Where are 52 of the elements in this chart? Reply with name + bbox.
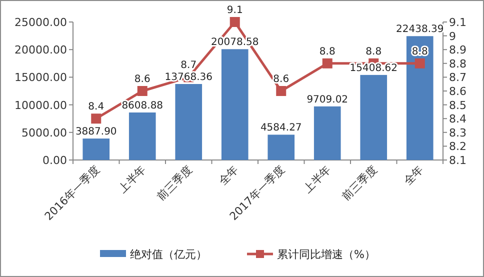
data-label: 22438.39 bbox=[396, 24, 444, 36]
bar bbox=[82, 138, 110, 160]
data-label: 15408.62 bbox=[350, 62, 398, 74]
bar bbox=[221, 49, 248, 160]
point bbox=[137, 86, 148, 96]
bar bbox=[128, 112, 156, 160]
point bbox=[91, 114, 102, 124]
x-tick-label: 全年 bbox=[216, 162, 241, 188]
data-label: 8.8 bbox=[366, 46, 382, 58]
x-tick-label: 前三季度 bbox=[339, 162, 380, 204]
data-label: 8608.88 bbox=[122, 100, 164, 112]
y2-tick-label: 8.6 bbox=[449, 85, 466, 98]
y2-tick-label: 8.2 bbox=[449, 140, 466, 154]
y-tick-label: 10000.00 bbox=[14, 98, 67, 112]
y-tick-label: 20000.00 bbox=[14, 44, 67, 57]
x-tick-label: 前三季度 bbox=[154, 162, 195, 204]
y2-tick-label: 8.4 bbox=[449, 112, 466, 126]
bar bbox=[360, 74, 388, 160]
bar bbox=[175, 84, 202, 160]
y2-tick-label: 9.1 bbox=[449, 16, 466, 29]
y2-tick-label: 8.5 bbox=[449, 98, 466, 112]
bar bbox=[314, 106, 341, 160]
bar bbox=[406, 36, 434, 160]
bar bbox=[268, 134, 295, 160]
y2-tick-label: 8.7 bbox=[449, 71, 466, 84]
x-tick-label: 上半年 bbox=[300, 162, 334, 196]
data-label: 9.1 bbox=[226, 5, 243, 16]
y-tick-label: 15000.00 bbox=[14, 71, 67, 84]
x-tick-label: 全年 bbox=[401, 162, 426, 188]
y2-tick-label: 9 bbox=[449, 30, 456, 43]
data-label: 4584.27 bbox=[260, 122, 302, 134]
point bbox=[230, 17, 240, 27]
data-label: 8.7 bbox=[180, 60, 197, 72]
data-label: 3887.90 bbox=[75, 126, 117, 138]
y-tick-label: 0.00 bbox=[42, 154, 67, 167]
data-label: 8.8 bbox=[319, 46, 336, 58]
data-label: 8.4 bbox=[88, 102, 104, 113]
y-tick-label: 25000.00 bbox=[14, 16, 67, 29]
point bbox=[414, 58, 425, 68]
y2-tick-label: 8.8 bbox=[449, 57, 466, 70]
y2-tick-label: 8.3 bbox=[449, 126, 466, 140]
point bbox=[276, 86, 286, 96]
data-label: 8.8 bbox=[412, 46, 428, 58]
data-label: 9709.02 bbox=[306, 94, 348, 106]
legend-label: 累计同比增速（%） bbox=[277, 248, 376, 261]
y2-tick-label: 8.9 bbox=[449, 44, 466, 57]
point bbox=[322, 58, 332, 68]
x-tick-label: 上半年 bbox=[116, 162, 148, 196]
y-tick-label: 5000.00 bbox=[22, 126, 67, 140]
data-label: 8.6 bbox=[134, 74, 150, 85]
legend-label: 绝对值（亿元） bbox=[130, 248, 207, 261]
y2-tick-label: 8.1 bbox=[449, 154, 466, 167]
